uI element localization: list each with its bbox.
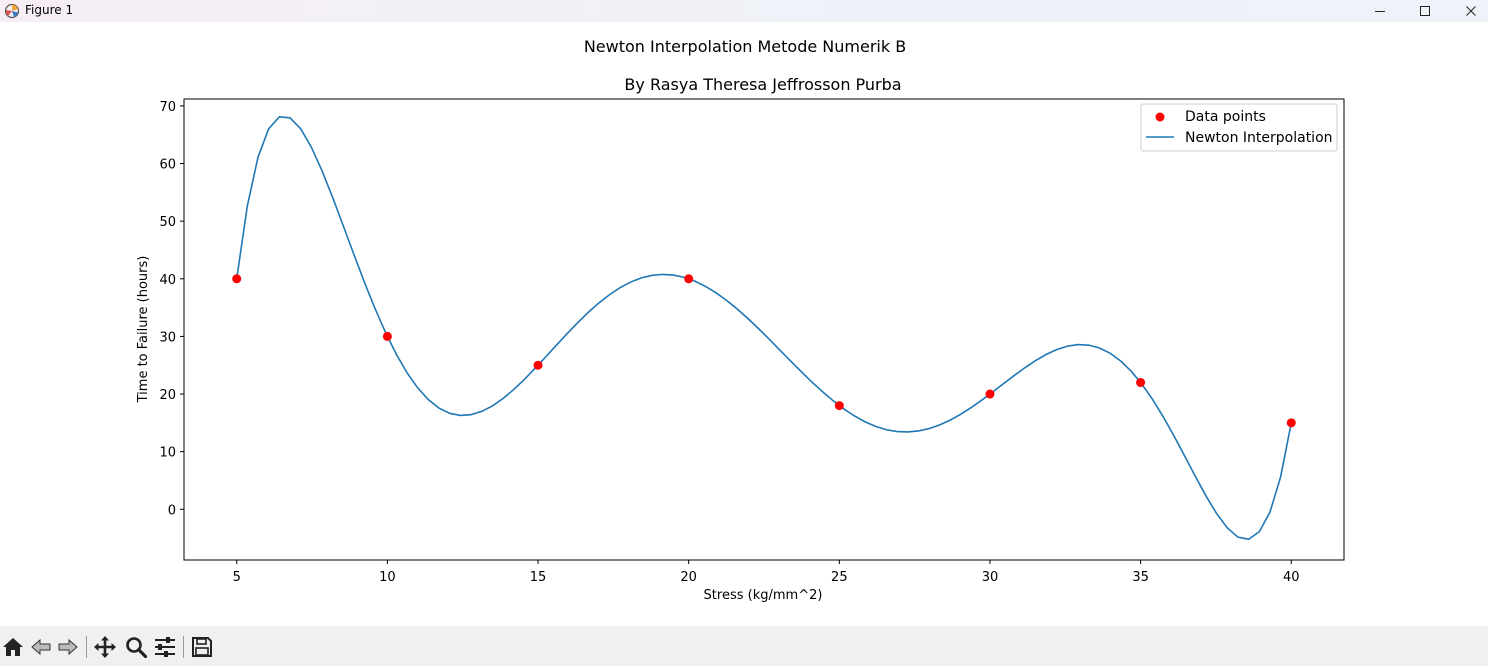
data-point <box>985 389 995 399</box>
legend-box <box>1140 103 1338 152</box>
close-button[interactable] <box>1448 0 1488 22</box>
x-tick-label: 15 <box>530 570 547 585</box>
data-point <box>382 331 392 341</box>
figure-canvas[interactable]: Newton Interpolation Metode Numerik B By… <box>0 22 1488 626</box>
x-tick-label: 35 <box>1132 570 1149 585</box>
legend-label-data-points: Data points <box>1185 109 1266 125</box>
minimize-icon <box>1375 11 1385 12</box>
magnifier-icon <box>126 637 148 659</box>
y-tick-label: 20 <box>159 388 176 403</box>
y-axis-label: Time to Failure (hours) <box>136 256 151 404</box>
x-tick-label: 20 <box>680 570 697 585</box>
y-tick-label: 0 <box>168 503 176 518</box>
minimize-button[interactable] <box>1357 0 1403 22</box>
zoom-button[interactable] <box>123 634 149 660</box>
legend-label-newton-interpolation: Newton Interpolation <box>1185 130 1333 146</box>
maximize-icon <box>1420 6 1430 16</box>
data-point <box>834 401 844 411</box>
chart-suptitle: Newton Interpolation Metode Numerik B <box>584 37 906 56</box>
data-point <box>1136 378 1146 388</box>
chart: Newton Interpolation Metode Numerik B By… <box>136 37 1345 603</box>
data-point <box>1286 418 1296 428</box>
forward-button[interactable] <box>55 634 81 660</box>
close-icon <box>1466 6 1476 16</box>
navigation-toolbar <box>0 626 1488 666</box>
toolbar-separator <box>86 636 87 658</box>
move-icon <box>94 636 116 658</box>
matplotlib-icon <box>4 3 20 19</box>
plot-area-frame <box>183 98 1345 561</box>
legend: Data points Newton Interpolation <box>1140 103 1338 152</box>
toolbar-separator <box>183 636 184 658</box>
back-button[interactable] <box>28 634 54 660</box>
sliders-icon <box>155 637 175 657</box>
data-point <box>232 274 242 284</box>
pan-button[interactable] <box>92 634 118 660</box>
window-title: Figure 1 <box>25 3 74 17</box>
maximize-button[interactable] <box>1402 0 1448 22</box>
arrow-left-icon <box>31 638 51 656</box>
data-point <box>533 360 543 370</box>
y-tick-label: 70 <box>159 100 176 115</box>
arrow-right-icon <box>58 638 78 656</box>
y-tick-label: 10 <box>159 446 176 461</box>
home-button[interactable] <box>0 634 26 660</box>
floppy-disk-icon <box>192 637 212 657</box>
x-tick-label: 40 <box>1283 570 1300 585</box>
x-tick-label: 25 <box>831 570 848 585</box>
save-button[interactable] <box>189 634 215 660</box>
newton-interpolation-line <box>235 116 1293 541</box>
y-tick-label: 40 <box>159 273 176 288</box>
window-titlebar: Figure 1 <box>0 0 1488 22</box>
configure-subplots-button[interactable] <box>152 634 178 660</box>
x-tick-label: 10 <box>379 570 396 585</box>
x-tick-label: 5 <box>233 570 241 585</box>
y-tick-label: 60 <box>159 158 176 173</box>
chart-title: By Rasya Theresa Jeffrosson Purba <box>624 75 901 94</box>
y-tick-label: 30 <box>159 330 176 345</box>
x-tick-label: 30 <box>982 570 999 585</box>
y-tick-label: 50 <box>159 215 176 230</box>
x-axis-label: Stress (kg/mm^2) <box>704 588 823 603</box>
home-icon <box>3 638 23 656</box>
data-point <box>684 274 694 284</box>
legend-marker-data-points <box>1155 112 1165 122</box>
